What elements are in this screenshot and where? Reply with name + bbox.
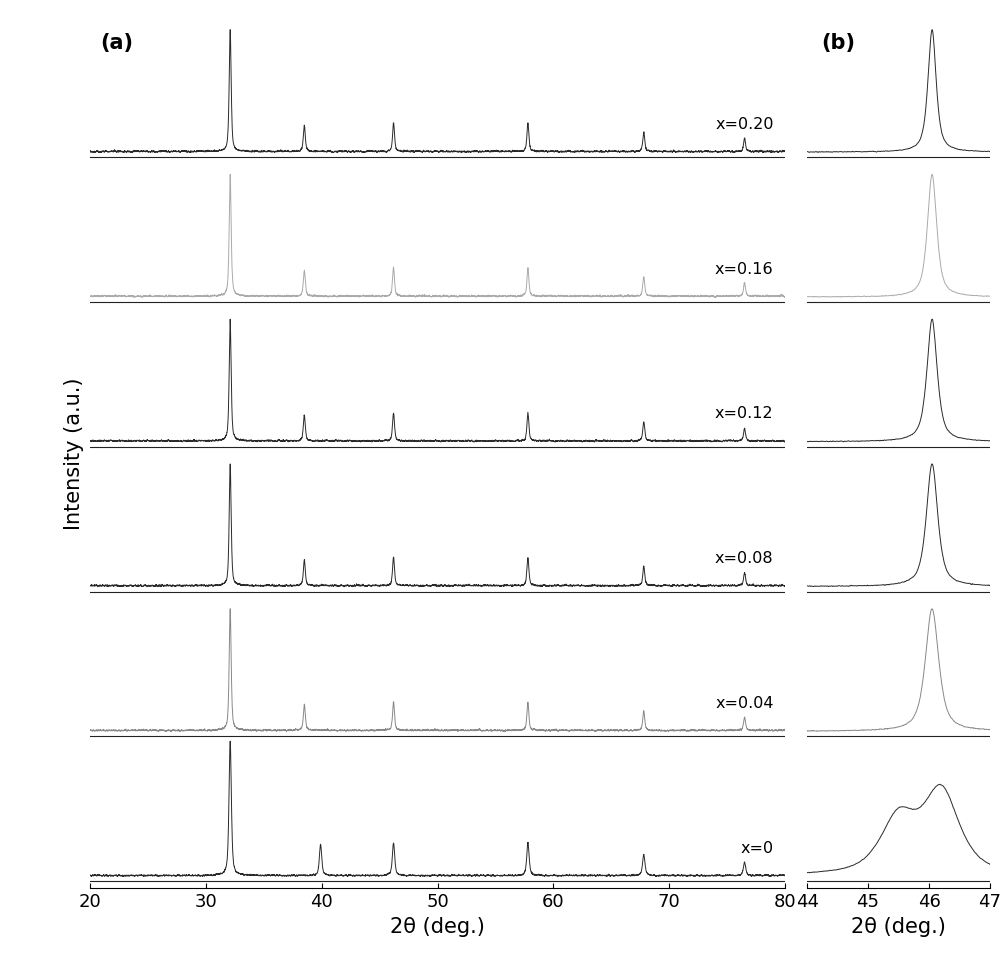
Text: x=0.12: x=0.12 [715,406,774,422]
X-axis label: 2θ (deg.): 2θ (deg.) [851,916,946,937]
Text: x=0: x=0 [740,840,774,856]
Text: x=0.04: x=0.04 [715,696,774,711]
Text: (a): (a) [100,32,133,53]
Text: x=0.16: x=0.16 [715,262,774,276]
Text: x=0.20: x=0.20 [715,117,774,132]
Text: (b): (b) [822,32,856,53]
Y-axis label: Intensity (a.u.): Intensity (a.u.) [64,378,84,530]
Text: x=0.08: x=0.08 [715,551,774,566]
X-axis label: 2θ (deg.): 2θ (deg.) [390,916,485,937]
